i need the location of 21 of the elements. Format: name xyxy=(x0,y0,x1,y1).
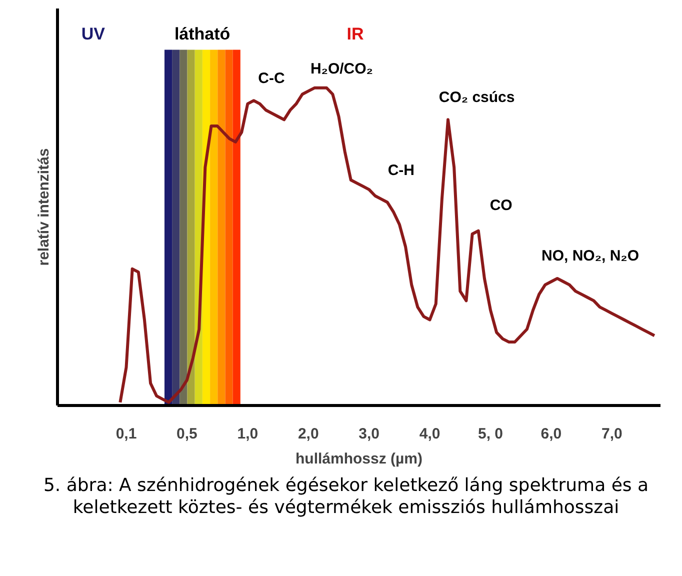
x-tick-label: 0,1 xyxy=(116,426,137,442)
x-tick-label: 2,0 xyxy=(298,426,319,442)
x-tick-label: 5, 0 xyxy=(478,426,504,442)
x-tick-label: 7,0 xyxy=(602,426,622,442)
text: UV xyxy=(81,24,106,44)
text: 5. ábra: A szénhidrogének égésekor keletkező láng spektruma és a keletkezett köztes- és végtermékek emissziós hullámhosszai xyxy=(42,475,650,518)
x-axis-title: hullámhossz (µm) xyxy=(296,450,423,468)
text: látható xyxy=(174,24,230,44)
text: IR xyxy=(346,24,364,44)
x-tick-label: 0,5 xyxy=(176,426,198,442)
x-tick-label: 4,0 xyxy=(419,426,440,442)
annotation: C-H xyxy=(388,162,414,179)
annotation: CO xyxy=(490,196,513,214)
text: H₂O/CO₂ xyxy=(310,60,373,78)
x-tick-label: 3,0 xyxy=(358,426,380,442)
y-axis-title: relatív intenzitás xyxy=(36,148,52,266)
x-tick-label: 6,0 xyxy=(540,426,562,442)
x-tick-label: 1,0 xyxy=(237,426,258,442)
annotation: CO₂ csúcs xyxy=(438,88,515,106)
annotation: NO, NO₂, N₂O xyxy=(542,248,640,265)
text: C-C xyxy=(258,70,285,87)
